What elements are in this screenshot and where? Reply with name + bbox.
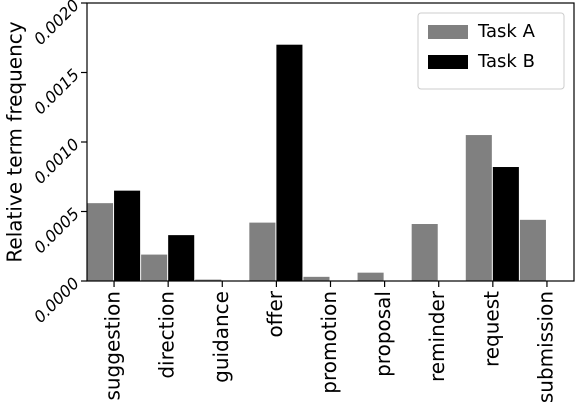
y-axis-label: Relative term frequency <box>3 21 27 262</box>
bars-group <box>87 44 546 282</box>
bar-offer-series-2 <box>276 44 303 282</box>
y-axis-ticks: 0.0000 0.0005 0.0010 0.0015 0.0020 <box>30 0 87 327</box>
bar-suggestion-series-1 <box>87 203 114 281</box>
bar-offer-series-1 <box>249 222 276 281</box>
legend-label-2: Task B <box>477 51 535 72</box>
legend: Task A Task B <box>417 12 565 90</box>
bar-direction-series-2 <box>168 235 195 281</box>
x-tick-label-suggestion: suggestion <box>101 291 125 401</box>
legend-swatch-2 <box>428 55 468 69</box>
y-tick-label: 0.0005 <box>30 204 83 257</box>
x-axis-ticks: suggestion direction guidance offer promotio… <box>101 281 557 403</box>
bar-request-series-2 <box>492 167 519 281</box>
plot-frame <box>86 2 575 282</box>
bar-direction-series-1 <box>141 254 168 281</box>
bar-suggestion-series-2 <box>114 190 141 281</box>
legend-swatch-1 <box>428 25 468 39</box>
legend-label-1: Task A <box>477 21 536 42</box>
x-tick-label-request: request <box>479 291 503 367</box>
y-tick-label: 0.0000 <box>30 274 83 327</box>
bar-promotion-series-1 <box>303 276 330 281</box>
x-tick-label-promotion: promotion <box>317 291 341 394</box>
x-tick-label-guidance: guidance <box>209 291 233 383</box>
bar-guidance-series-1 <box>195 279 222 281</box>
x-tick-label-offer: offer <box>263 290 287 337</box>
x-tick-label-submission: submission <box>533 291 557 403</box>
y-tick-label: 0.0010 <box>30 135 83 188</box>
x-tick-label-direction: direction <box>155 291 179 379</box>
bar-reminder-series-1 <box>411 224 438 281</box>
bar-proposal-series-1 <box>357 272 384 281</box>
x-tick-label-proposal: proposal <box>371 291 395 377</box>
y-tick-label: 0.0020 <box>30 0 83 49</box>
bar-submission-series-1 <box>519 219 546 281</box>
x-tick-label-reminder: reminder <box>425 290 449 382</box>
y-tick-label: 0.0015 <box>30 65 83 118</box>
bar-request-series-1 <box>465 135 492 281</box>
